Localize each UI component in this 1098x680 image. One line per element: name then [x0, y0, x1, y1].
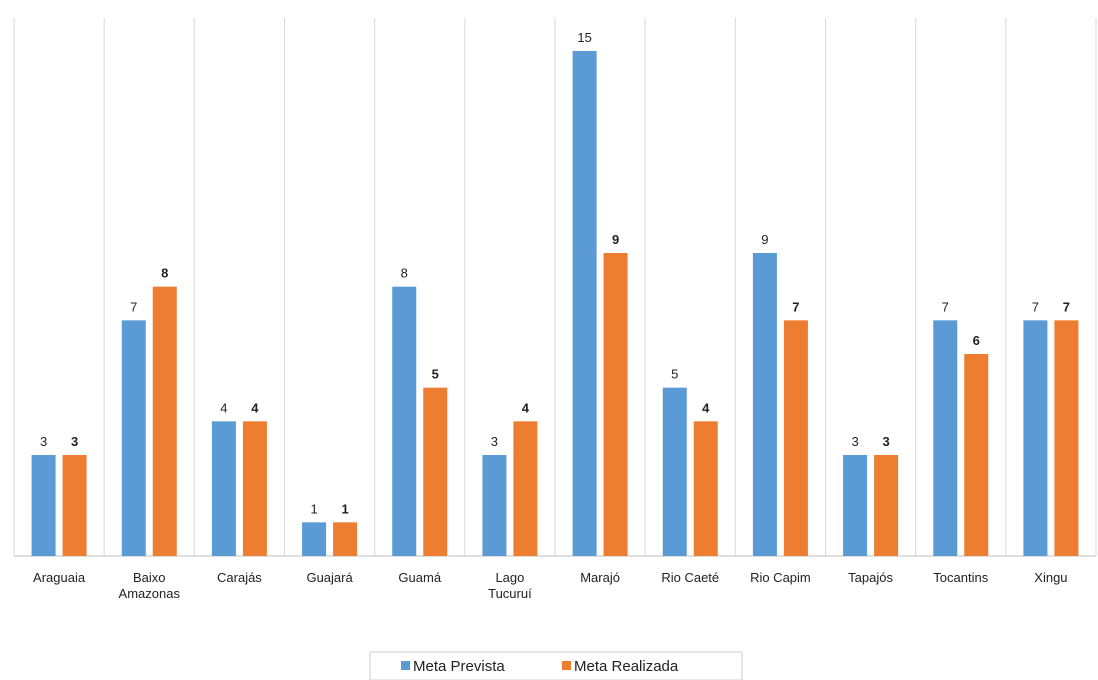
category-label: Rio Capim	[750, 570, 811, 585]
data-label-meta-realizada: 8	[161, 266, 168, 281]
data-label-meta-realizada: 5	[432, 367, 439, 382]
legend-swatch-meta-prevista	[401, 661, 410, 670]
data-label-meta-prevista: 3	[851, 434, 858, 449]
bar-meta-prevista[interactable]	[482, 455, 507, 556]
bar-meta-realizada[interactable]	[964, 354, 989, 556]
data-label-meta-prevista: 15	[577, 30, 591, 45]
data-label-meta-realizada: 6	[973, 333, 980, 348]
bar-meta-realizada[interactable]	[242, 421, 267, 556]
bar-meta-realizada[interactable]	[874, 455, 899, 556]
data-label-meta-realizada: 7	[1063, 299, 1070, 314]
category-label: Tocantins	[933, 570, 988, 585]
category-label: Tucuruí	[488, 586, 532, 601]
data-label-meta-realizada: 7	[792, 299, 799, 314]
category-label: Xingu	[1034, 570, 1067, 585]
legend-label-meta-realizada: Meta Realizada	[574, 658, 679, 675]
bar-meta-prevista[interactable]	[121, 320, 146, 556]
bar-meta-prevista[interactable]	[31, 455, 56, 556]
data-label-meta-realizada: 9	[612, 232, 619, 247]
bar-meta-prevista[interactable]	[1023, 320, 1048, 556]
bar-meta-prevista[interactable]	[843, 455, 868, 556]
legend-swatch-meta-realizada	[562, 661, 571, 670]
data-label-meta-realizada: 4	[522, 400, 530, 415]
bar-meta-realizada[interactable]	[333, 522, 358, 556]
data-label-meta-prevista: 7	[1032, 299, 1039, 314]
bar-meta-realizada[interactable]	[783, 320, 808, 556]
category-label: Araguaia	[33, 570, 86, 585]
bar-meta-prevista[interactable]	[752, 253, 777, 556]
data-label-meta-prevista: 7	[942, 299, 949, 314]
legend-box	[369, 651, 743, 680]
category-label: Baixo	[133, 570, 166, 585]
data-label-meta-prevista: 5	[671, 367, 678, 382]
legend-label-meta-prevista: Meta Prevista	[413, 658, 505, 675]
bar-meta-realizada[interactable]	[693, 421, 718, 556]
bar-meta-prevista[interactable]	[662, 387, 687, 556]
bar-meta-realizada[interactable]	[603, 253, 628, 556]
bar-meta-prevista[interactable]	[392, 286, 417, 556]
category-label: Guajará	[306, 570, 353, 585]
data-label-meta-realizada: 3	[882, 434, 889, 449]
category-label: Lago	[495, 570, 524, 585]
bar-meta-realizada[interactable]	[513, 421, 538, 556]
data-label-meta-prevista: 8	[401, 266, 408, 281]
bar-meta-realizada[interactable]	[152, 286, 177, 556]
bar-meta-prevista[interactable]	[302, 522, 327, 556]
data-label-meta-realizada: 3	[71, 434, 78, 449]
data-label-meta-prevista: 7	[130, 299, 137, 314]
category-label: Marajó	[580, 570, 620, 585]
category-label: Guamá	[398, 570, 441, 585]
bar-meta-realizada[interactable]	[423, 387, 448, 556]
data-label-meta-prevista: 3	[491, 434, 498, 449]
bar-meta-prevista[interactable]	[211, 421, 236, 556]
data-label-meta-prevista: 9	[761, 232, 768, 247]
category-label: Rio Caeté	[661, 570, 719, 585]
category-label: Carajás	[217, 570, 262, 585]
data-label-meta-prevista: 3	[40, 434, 47, 449]
data-label-meta-prevista: 4	[220, 400, 227, 415]
data-label-meta-realizada: 1	[341, 501, 348, 516]
bar-meta-prevista[interactable]	[933, 320, 958, 556]
data-label-meta-realizada: 4	[702, 400, 710, 415]
bar-meta-realizada[interactable]	[1054, 320, 1079, 556]
data-label-meta-realizada: 4	[251, 400, 259, 415]
category-label: Amazonas	[119, 586, 181, 601]
category-label: Tapajós	[848, 570, 893, 585]
bar-meta-realizada[interactable]	[62, 455, 87, 556]
data-label-meta-prevista: 1	[310, 501, 317, 516]
bar-meta-prevista[interactable]	[572, 51, 597, 556]
